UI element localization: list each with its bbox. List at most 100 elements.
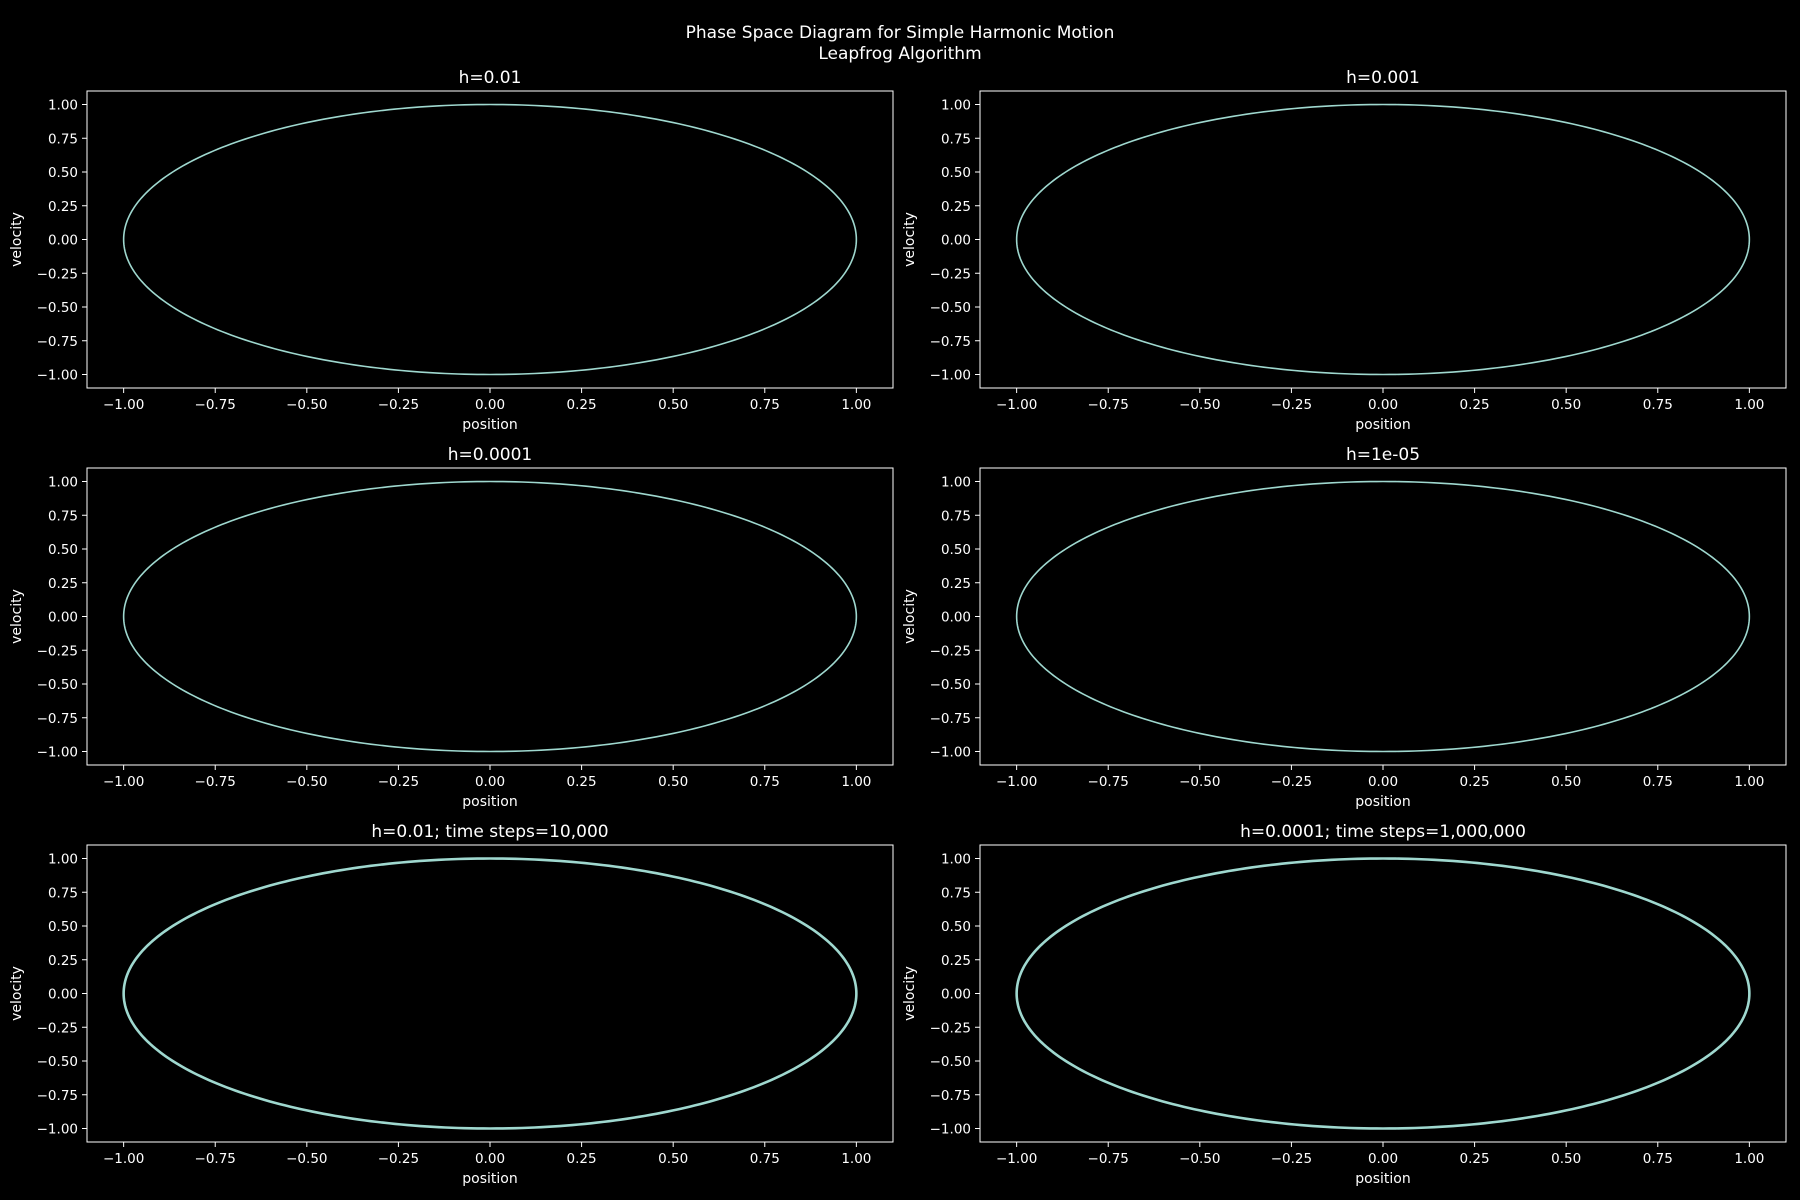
y-tick-label: 1.00 [941,475,971,491]
y-tick-label: 1.00 [941,98,971,114]
y-tick-label: 0.75 [941,885,971,901]
figure-title-line2: Leapfrog Algorithm [818,44,981,64]
y-tick-label: −1.00 [37,1122,78,1138]
subplot-title: h=1e-05 [1346,445,1420,465]
y-tick-label: −1.00 [930,1122,971,1138]
x-tick-label: −0.25 [1271,774,1312,790]
y-tick-label: 1.00 [48,475,78,491]
x-tick-label: 0.00 [1368,1151,1398,1167]
y-tick-label: 0.25 [941,953,971,969]
y-tick-label: 1.00 [48,852,78,868]
y-tick-label: −0.75 [930,711,971,727]
subplot-title: h=0.01 [459,68,522,88]
y-tick-label: 0.50 [48,542,78,558]
x-tick-label: −1.00 [103,774,144,790]
y-tick-label: 0.00 [941,610,971,626]
x-axis-label: position [462,417,517,433]
x-tick-label: 1.00 [1734,774,1764,790]
y-tick-label: 0.75 [48,885,78,901]
subplot-3: h=0.0001 −1.00 −0.75 −0.50 −0.25 0.00 0.25 0.50… [9,445,894,810]
y-tick-label: 0.50 [941,542,971,558]
x-tick-label: −0.50 [1179,397,1220,413]
y-tick-label: 0.00 [941,233,971,249]
subplot-title: h=0.001 [1346,68,1420,88]
phase-space-orbit [122,480,858,753]
x-tick-label: −1.00 [996,774,1037,790]
y-tick-label: 0.75 [48,131,78,147]
y-tick-label: −0.25 [930,1020,971,1036]
y-axis-label: velocity [902,966,918,1021]
y-tick-label: −0.25 [37,643,78,659]
subplot-title: h=0.0001 [448,445,533,465]
plot-area [979,90,1787,389]
y-tick-label: 0.50 [941,919,971,935]
plot-area [979,844,1787,1143]
x-tick-label: −1.00 [996,1151,1037,1167]
x-tick-label: 0.00 [1368,397,1398,413]
x-tick-label: −0.75 [1088,1151,1129,1167]
y-tick-label: 1.00 [941,852,971,868]
y-tick-label: −1.00 [930,745,971,761]
phase-space-orbit [122,857,858,1130]
x-axis-label: position [1355,1171,1410,1187]
y-tick-label: 1.00 [48,98,78,114]
x-tick-label: 0.50 [1551,774,1581,790]
y-tick-label: 0.25 [941,199,971,215]
y-tick-label: 0.25 [941,576,971,592]
x-tick-label: 0.50 [658,1151,688,1167]
x-tick-label: 0.00 [475,774,505,790]
plot-area [86,90,894,389]
y-tick-label: −0.75 [930,334,971,350]
y-tick-label: −0.50 [930,1054,971,1070]
y-tick-label: −1.00 [37,745,78,761]
x-tick-label: −1.00 [103,397,144,413]
y-tick-label: −0.75 [37,711,78,727]
x-tick-label: −0.75 [1088,774,1129,790]
y-tick-label: −0.75 [37,334,78,350]
subplot-5: h=0.01; time steps=10,000 −1.00 −0.75 −0.50… [9,822,894,1187]
y-tick-label: 0.75 [941,131,971,147]
y-tick-label: −0.25 [37,1020,78,1036]
y-tick-label: −0.50 [930,677,971,693]
x-tick-label: 0.00 [475,397,505,413]
x-axis-label: position [1355,794,1410,810]
y-tick-label: −0.25 [37,266,78,282]
y-tick-label: −0.25 [930,643,971,659]
y-tick-label: −0.50 [37,677,78,693]
y-tick-label: −0.50 [37,300,78,316]
y-axis-label: velocity [9,966,25,1021]
subplot-2: h=0.001 −1.00 −0.75 −0.50 −0.25 0.00 0.25 0.50 0… [902,68,1787,433]
x-tick-label: 0.25 [567,774,597,790]
x-tick-label: 0.25 [1460,774,1490,790]
x-tick-label: −0.25 [1271,397,1312,413]
subplot-6: h=0.0001; time steps=1,000,000 −1.00 −0.75… [902,822,1787,1187]
x-tick-label: 0.25 [567,397,597,413]
subplots: h=0.01 −1.00 −0.75 −0.50 −0.25 0.00 0.25 0.50 0.… [9,68,1787,1187]
y-tick-label: 0.00 [48,987,78,1003]
y-tick-label: 0.25 [48,576,78,592]
phase-space-orbit [1015,857,1751,1130]
x-tick-label: −0.50 [1179,1151,1220,1167]
subplot-title: h=0.01; time steps=10,000 [371,822,608,842]
x-tick-label: 0.25 [1460,1151,1490,1167]
y-tick-label: −0.75 [930,1088,971,1104]
figure-title-line1: Phase Space Diagram for Simple Harmonic … [686,23,1115,43]
y-tick-label: 0.50 [941,165,971,181]
x-tick-label: −0.25 [378,1151,419,1167]
x-tick-label: 0.50 [1551,1151,1581,1167]
x-tick-label: 1.00 [841,1151,871,1167]
x-tick-label: 0.25 [567,1151,597,1167]
x-tick-label: −0.50 [286,1151,327,1167]
phase-space-orbit [1015,480,1751,753]
plot-area [86,467,894,766]
y-tick-label: −0.50 [930,300,971,316]
y-axis-label: velocity [902,212,918,267]
x-tick-label: −0.25 [378,397,419,413]
phase-space-orbit [1015,103,1751,376]
x-tick-label: 0.75 [750,397,780,413]
x-tick-label: −0.50 [1179,774,1220,790]
x-axis-label: position [462,1171,517,1187]
x-axis-label: position [1355,417,1410,433]
x-tick-label: 0.50 [658,774,688,790]
